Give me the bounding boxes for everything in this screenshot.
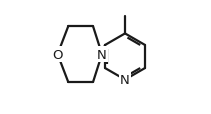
Text: O: O	[52, 48, 63, 61]
Text: N: N	[97, 48, 107, 61]
Text: N: N	[120, 73, 130, 86]
